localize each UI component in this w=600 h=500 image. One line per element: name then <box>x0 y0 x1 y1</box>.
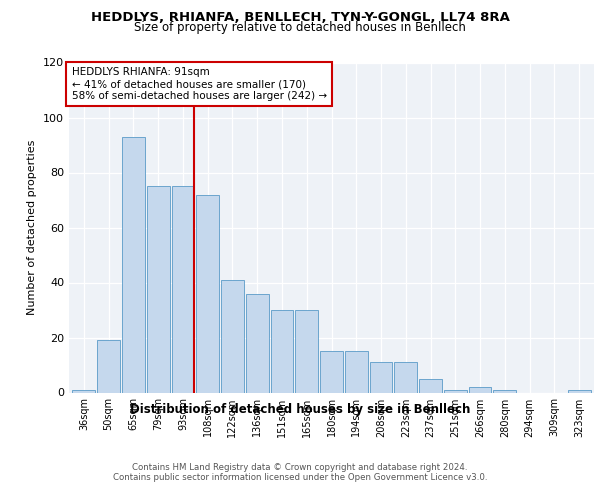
Bar <box>370 362 392 392</box>
Bar <box>73 390 95 392</box>
Bar <box>97 340 120 392</box>
Bar <box>122 136 145 392</box>
Bar <box>172 186 194 392</box>
Bar <box>295 310 318 392</box>
Bar <box>147 186 170 392</box>
Bar <box>345 351 368 393</box>
Bar <box>196 194 219 392</box>
Bar <box>493 390 516 392</box>
Bar <box>444 390 467 392</box>
Bar <box>221 280 244 392</box>
Bar <box>419 379 442 392</box>
Bar <box>469 387 491 392</box>
Text: Contains public sector information licensed under the Open Government Licence v3: Contains public sector information licen… <box>113 472 487 482</box>
Text: HEDDLYS, RHIANFA, BENLLECH, TYN-Y-GONGL, LL74 8RA: HEDDLYS, RHIANFA, BENLLECH, TYN-Y-GONGL,… <box>91 11 509 24</box>
Y-axis label: Number of detached properties: Number of detached properties <box>28 140 37 315</box>
Text: HEDDLYS RHIANFA: 91sqm
← 41% of detached houses are smaller (170)
58% of semi-de: HEDDLYS RHIANFA: 91sqm ← 41% of detached… <box>71 68 327 100</box>
Bar <box>246 294 269 392</box>
Bar <box>320 351 343 393</box>
Bar <box>568 390 590 392</box>
Bar <box>271 310 293 392</box>
Text: Size of property relative to detached houses in Benllech: Size of property relative to detached ho… <box>134 22 466 35</box>
Bar <box>394 362 417 392</box>
Text: Distribution of detached houses by size in Benllech: Distribution of detached houses by size … <box>130 402 470 415</box>
Text: Contains HM Land Registry data © Crown copyright and database right 2024.: Contains HM Land Registry data © Crown c… <box>132 462 468 471</box>
